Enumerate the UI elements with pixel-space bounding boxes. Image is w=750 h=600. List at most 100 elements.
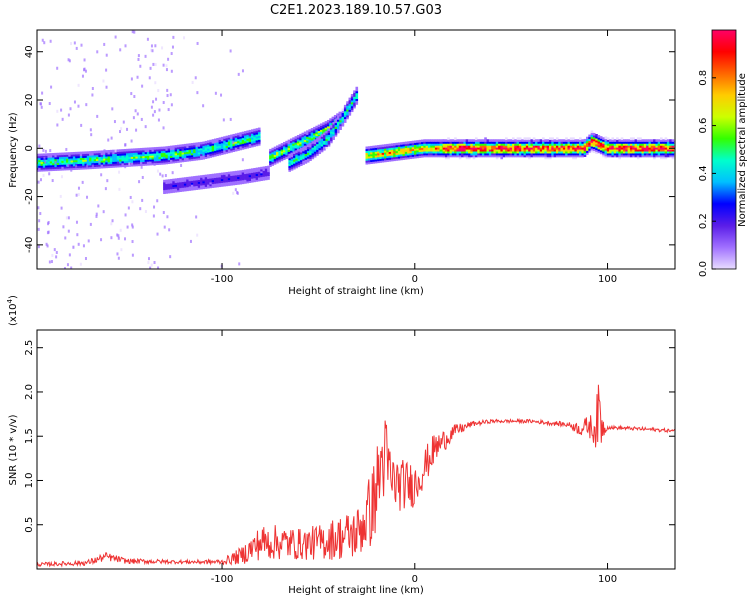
spectrogram-cell [481, 150, 485, 154]
spectrogram-cell [148, 76, 151, 80]
spectrogram-cell [465, 141, 469, 144]
spectrogram-cell [209, 153, 212, 156]
spectrogram-cell [581, 150, 584, 154]
spectrogram-cell [232, 143, 236, 147]
spectrogram-cell [418, 139, 422, 143]
spectrogram-cell [109, 161, 113, 165]
spectrogram-cell [119, 155, 122, 158]
spectrogram-cell [666, 145, 670, 148]
spectrogram-cell [207, 176, 210, 179]
spectrogram-cell [299, 137, 302, 141]
spectrogram-cell [602, 139, 605, 142]
spectrogram-cell [442, 139, 446, 142]
spectrogram-cell [636, 156, 640, 160]
spectrogram-cell [79, 151, 83, 155]
spectrogram-cell [384, 148, 387, 151]
spectrogram-cell [207, 151, 210, 155]
spectrogram-cell [294, 136, 298, 139]
spectrogram-cell [456, 152, 460, 156]
spectrogram-cell [353, 98, 356, 101]
spectrogram-cell [174, 189, 178, 193]
spectrogram-cell [216, 182, 219, 186]
spectrogram-cell [430, 145, 433, 148]
spectrogram-cell [93, 152, 97, 156]
spectrogram-cell [170, 178, 173, 182]
spectrogram-cell [653, 146, 656, 150]
spectrogram-cell [395, 144, 399, 148]
spectrogram-cell [255, 132, 259, 135]
spectrogram-cell [484, 148, 487, 152]
spectrogram-cell [539, 152, 543, 156]
spectrogram-cell [70, 154, 74, 157]
spectrogram-cell [618, 148, 621, 152]
spectrogram-cell [343, 108, 347, 112]
spectrogram-cell [133, 154, 136, 157]
spectrogram-cell [262, 172, 266, 175]
spectrogram-cell [481, 145, 485, 148]
spectrogram-cell [555, 137, 559, 140]
spectrogram-cell [590, 134, 594, 137]
spectrogram-cell [262, 174, 266, 177]
spectrogram-cell [186, 155, 189, 158]
spectrogram-cell [560, 152, 564, 156]
spectrogram-cell [402, 145, 406, 149]
spectrogram-cell [170, 155, 173, 158]
spectrogram-cell [223, 147, 226, 151]
spectrogram-cell [98, 166, 101, 169]
spectrogram-cell [421, 145, 424, 148]
spectrogram-cell [116, 157, 120, 160]
spectrogram-cell [454, 139, 457, 142]
spectrogram-cell [530, 141, 534, 144]
spectrogram-cell [625, 150, 628, 154]
spectrogram-cell [334, 134, 338, 137]
spectrogram-cell [646, 139, 649, 142]
spectrogram-cell [114, 165, 118, 168]
spectrogram-cell [130, 160, 134, 163]
spectrogram-cell [597, 140, 601, 144]
spectrogram-cell [595, 137, 598, 141]
spectrogram-cell [336, 117, 340, 120]
spectrogram-cell [324, 121, 328, 124]
spectrogram-cell [269, 164, 272, 167]
spectrogram-cell [579, 141, 582, 144]
spectrogram-cell [188, 151, 192, 154]
spectrogram-cell [220, 140, 224, 144]
spectrogram-cell [353, 101, 356, 105]
spectrogram-cell [414, 155, 417, 159]
spectrogram-cell [49, 160, 53, 164]
spectrogram-cell [486, 154, 490, 158]
spectrogram-cell [479, 150, 483, 154]
spectrogram-cell [310, 131, 314, 135]
spectrogram-cell [42, 155, 46, 158]
spectrogram-cell [470, 146, 473, 150]
spectrogram-cell [181, 155, 185, 159]
spectrogram-cell [306, 159, 310, 163]
spectrogram-cell [135, 157, 138, 161]
spectrogram-cell [444, 139, 448, 142]
spectrogram-cell [599, 138, 603, 141]
spectrogram-cell [588, 150, 591, 153]
spectrogram-cell [377, 146, 380, 150]
spectrogram-cell [288, 161, 292, 165]
spectrogram-cell [461, 143, 464, 146]
spectrogram-cell [486, 146, 490, 150]
spectrogram-cell [290, 154, 294, 158]
spectrogram-cell [465, 150, 469, 154]
spectrogram-cell [551, 143, 554, 146]
spectrogram-cell [309, 142, 312, 146]
spectrogram-cell [294, 138, 298, 141]
spectrogram-cell [595, 151, 598, 154]
spectrogram-cell [477, 143, 480, 146]
spectrogram-cell [374, 147, 378, 150]
spectrogram-cell [613, 141, 617, 144]
spectrogram-cell [381, 146, 385, 150]
spectrogram-cell [432, 154, 436, 158]
spectrogram-cell [264, 177, 268, 181]
spectrogram-cell [388, 159, 392, 162]
spectrogram-cell [379, 150, 382, 154]
spectrogram-cell [269, 158, 272, 162]
spectrogram-cell [232, 149, 236, 153]
spectrogram-cell [130, 77, 133, 81]
spectrogram-cell [202, 147, 206, 150]
